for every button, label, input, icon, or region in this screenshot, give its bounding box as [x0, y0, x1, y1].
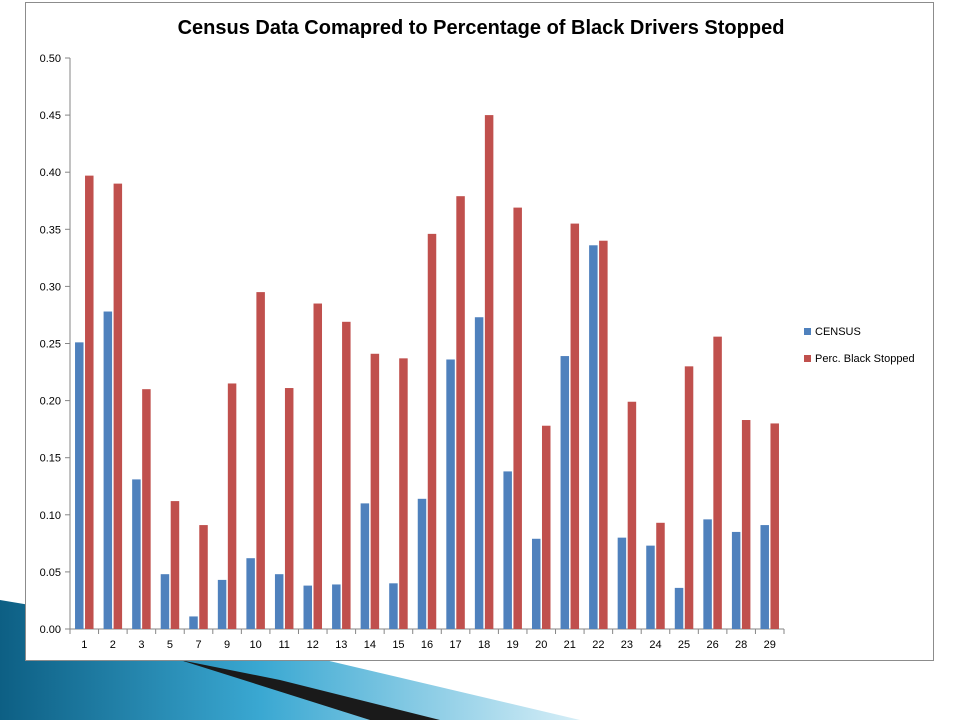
bar-census	[189, 616, 198, 629]
bar-census	[531, 538, 541, 629]
bar-perc-black-stopped	[370, 353, 380, 629]
bar-census	[731, 531, 741, 629]
bar-census	[703, 519, 712, 629]
bar-census	[560, 356, 570, 629]
bar-perc-black-stopped	[313, 303, 323, 629]
bar-perc-black-stopped	[513, 207, 522, 630]
bar-perc-black-stopped	[713, 336, 722, 629]
legend-label: CENSUS	[815, 326, 861, 338]
x-tick-label: 2	[110, 639, 116, 651]
bar-perc-black-stopped	[256, 292, 265, 629]
y-tick-label: 0.10	[40, 510, 61, 522]
bar-perc-black-stopped	[456, 196, 465, 629]
bar-perc-black-stopped	[113, 183, 123, 629]
bar-perc-black-stopped	[142, 389, 151, 629]
bar-census	[417, 498, 427, 629]
x-tick-label: 28	[735, 639, 747, 651]
x-tick-label: 15	[392, 639, 404, 651]
bar-perc-black-stopped	[541, 425, 551, 629]
bar-perc-black-stopped	[656, 522, 665, 629]
x-tick-label: 1	[81, 639, 87, 651]
bar-census	[589, 245, 598, 629]
bar-census	[389, 583, 398, 629]
bar-perc-black-stopped	[284, 388, 294, 629]
legend-label: Perc. Black Stopped	[815, 353, 915, 365]
legend-swatch	[804, 328, 811, 335]
slide-swoosh-dark	[180, 660, 440, 720]
bar-perc-black-stopped	[770, 423, 779, 629]
y-tick-label: 0.05	[40, 567, 61, 579]
bar-census	[360, 503, 370, 629]
bar-perc-black-stopped	[170, 501, 180, 629]
bar-census	[160, 574, 170, 629]
x-tick-label: 11	[278, 639, 289, 651]
x-tick-label: 14	[364, 639, 376, 651]
bar-perc-black-stopped	[227, 383, 237, 629]
x-tick-label: 19	[507, 639, 519, 651]
bar-census	[217, 579, 227, 629]
x-tick-label: 23	[621, 639, 633, 651]
x-tick-label: 18	[478, 639, 490, 651]
y-tick-label: 0.30	[40, 281, 61, 293]
chart-frame: Census Data Comapred to Percentage of Bl…	[25, 2, 934, 661]
bar-perc-black-stopped	[570, 223, 580, 629]
bar-perc-black-stopped	[427, 233, 437, 630]
x-tick-label: 7	[195, 639, 201, 651]
legend: CENSUS Perc. Black Stopped	[804, 326, 915, 365]
bar-census	[75, 342, 84, 629]
x-tick-label: 20	[535, 639, 547, 651]
y-tick-label: 0.20	[40, 396, 61, 408]
x-tick-label: 3	[138, 639, 144, 651]
bar-census	[646, 545, 655, 629]
y-tick-label: 0.25	[40, 339, 61, 351]
bar-census	[103, 311, 113, 629]
bar-perc-black-stopped	[627, 401, 637, 629]
x-tick-label: 22	[592, 639, 604, 651]
bar-census	[503, 471, 512, 629]
y-tick-label: 0.45	[40, 110, 61, 122]
axes-layer: 0.00 0.05 0.10 0.15 0.20 0.25 0.30 0.35 0.40 0.45…	[40, 53, 785, 651]
bar-census	[446, 359, 455, 629]
bar-census	[760, 525, 769, 629]
chart-svg: Census Data Comapred to Percentage of Bl…	[40, 17, 915, 651]
bar-census	[617, 537, 627, 629]
x-tick-label: 26	[706, 639, 718, 651]
bar-census	[303, 585, 313, 629]
bar-perc-black-stopped	[199, 525, 208, 629]
x-tick-label: 5	[167, 639, 173, 651]
x-tick-label: 21	[564, 639, 576, 651]
y-tick-label: 0.00	[40, 624, 61, 636]
bar-perc-black-stopped	[484, 115, 494, 630]
x-tick-label: 12	[307, 639, 319, 651]
chart-title: Census Data Comapred to Percentage of Bl…	[178, 17, 785, 39]
bar-census	[246, 558, 255, 629]
bar-census	[674, 587, 684, 629]
x-tick-label: 17	[449, 639, 461, 651]
x-tick-label: 10	[250, 639, 262, 651]
x-tick-label: 25	[678, 639, 690, 651]
bar-perc-black-stopped	[684, 366, 694, 629]
y-tick-label: 0.50	[40, 53, 61, 65]
bar-perc-black-stopped	[399, 358, 408, 629]
bar-census	[274, 574, 284, 629]
x-tick-label: 16	[421, 639, 433, 651]
bar-perc-black-stopped	[342, 321, 351, 629]
bar-census	[332, 584, 341, 629]
x-tick-label: 9	[224, 639, 230, 651]
x-tick-label: 24	[649, 639, 661, 651]
y-tick-label: 0.15	[40, 453, 61, 465]
bar-census	[132, 479, 141, 629]
x-tick-label: 29	[764, 639, 776, 651]
bar-census	[474, 317, 484, 629]
legend-swatch	[804, 355, 811, 362]
y-tick-label: 0.40	[40, 167, 61, 179]
bar-perc-black-stopped	[599, 240, 608, 629]
bars-layer	[75, 115, 779, 630]
x-tick-label: 13	[335, 639, 347, 651]
bar-perc-black-stopped	[741, 420, 751, 629]
y-tick-label: 0.35	[40, 224, 61, 236]
bar-perc-black-stopped	[85, 175, 94, 629]
